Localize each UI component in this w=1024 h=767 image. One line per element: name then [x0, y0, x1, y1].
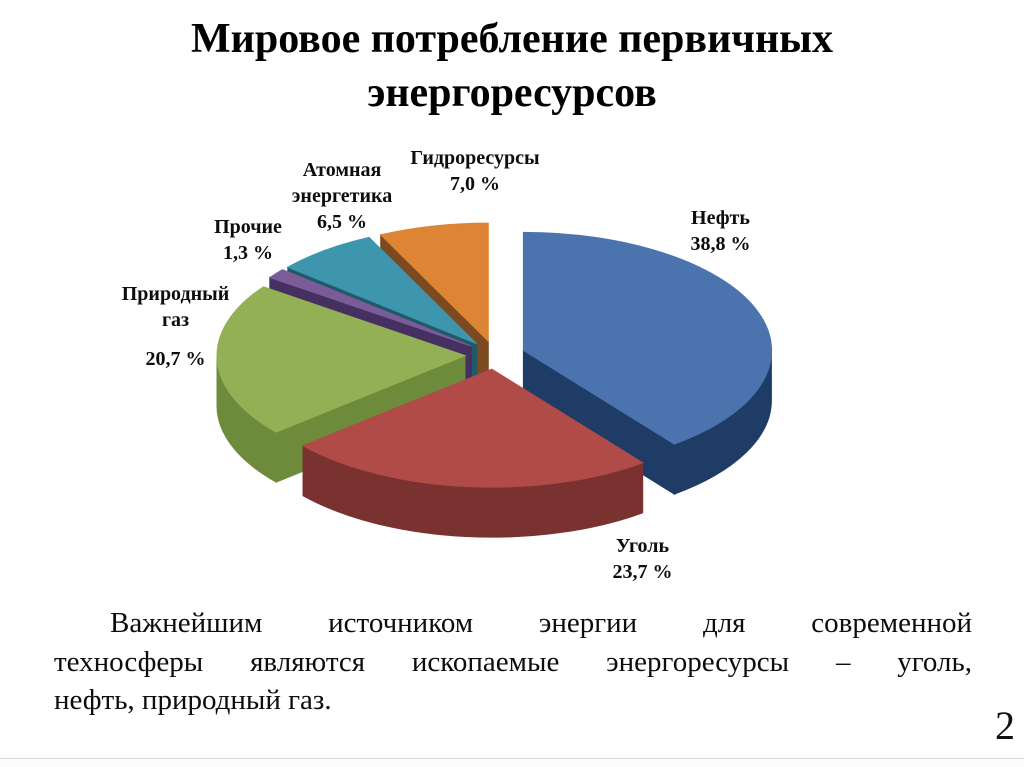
slice-name-gas: Природный газ: [121, 283, 230, 331]
pie-slice-oil-top: [522, 231, 773, 445]
pie-slice-gas-top: [216, 286, 467, 433]
slice-name-oil: Нефть: [691, 207, 750, 229]
pie-slice-hydro-top: [379, 222, 489, 343]
slide-title-line1: Мировое потребление первичных: [191, 16, 833, 62]
slice-name-hydro: Гидроресурсы: [410, 147, 540, 169]
pie-slice-coal-top: [301, 368, 644, 488]
slide-title: Мировое потребление первичных энергоресу…: [0, 12, 1024, 120]
page-number: 2: [995, 703, 1015, 748]
slice-name-nuclear: Атомная энергетика: [291, 159, 393, 207]
slice-value-oil: 38,8 %: [690, 233, 751, 255]
body-line-1: Важнейшим источником энергии для совреме…: [110, 607, 972, 639]
pie-slice-other-top: [268, 269, 472, 347]
slice-value-other: 1,3 %: [223, 242, 273, 264]
body-line-3: нефть, природный газ.: [54, 684, 332, 716]
slide-bottom-edge: [0, 758, 1024, 767]
slice-value-hydro: 7,0 %: [450, 173, 500, 195]
slice-value-nuclear: 6,5 %: [317, 211, 367, 233]
pie-slice-nuclear-top: [286, 236, 478, 345]
slice-name-coal: Уголь: [615, 535, 670, 557]
slice-label-nuclear: Атомная энергетика 6,5 %: [281, 157, 403, 235]
slice-label-gas: Природный газ 20,7 %: [108, 281, 243, 372]
slice-label-oil: Нефть 38,8 %: [648, 205, 793, 257]
slice-label-coal: Уголь 23,7 %: [570, 533, 715, 585]
slice-label-hydro: Гидроресурсы 7,0 %: [390, 145, 560, 197]
slice-label-other: Прочие 1,3 %: [183, 214, 313, 266]
slide-body-paragraph: Важнейшим источником энергии для совреме…: [54, 604, 972, 720]
slice-name-other: Прочие: [214, 216, 282, 238]
slice-value-coal: 23,7 %: [612, 561, 673, 583]
body-line-2: техносферы являются ископаемые энергорес…: [54, 645, 972, 678]
slice-value-gas: 20,7 %: [145, 348, 206, 370]
slide-title-line2: энергоресурсов: [367, 70, 657, 116]
